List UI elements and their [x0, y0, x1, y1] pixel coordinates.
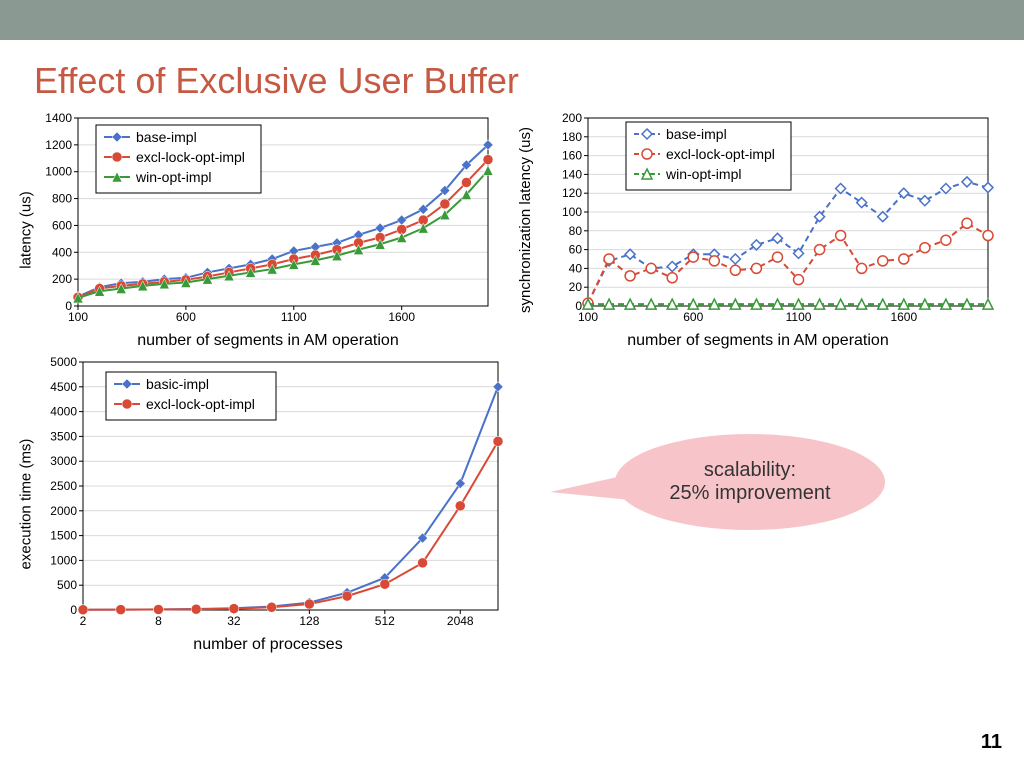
svg-text:600: 600: [176, 310, 196, 324]
chart2-xlabel: number of segments in AM operation: [518, 332, 998, 350]
svg-text:1000: 1000: [45, 165, 72, 179]
chart1-xlabel: number of segments in AM operation: [28, 332, 508, 350]
svg-text:20: 20: [569, 280, 583, 294]
svg-text:1600: 1600: [388, 310, 415, 324]
chart-latency: latency (us) 020040060080010001200140010…: [28, 110, 508, 350]
svg-text:40: 40: [569, 261, 583, 275]
svg-text:5000: 5000: [50, 355, 77, 369]
svg-text:100: 100: [562, 205, 582, 219]
svg-text:excl-lock-opt-impl: excl-lock-opt-impl: [136, 149, 245, 165]
svg-text:base-impl: base-impl: [136, 129, 197, 145]
svg-text:base-impl: base-impl: [666, 126, 727, 142]
callout-line2: 25% improvement: [669, 482, 830, 505]
svg-text:4000: 4000: [50, 405, 77, 419]
svg-text:1100: 1100: [281, 310, 307, 324]
svg-text:100: 100: [68, 310, 88, 324]
svg-text:180: 180: [562, 130, 582, 144]
svg-text:8: 8: [155, 614, 162, 628]
svg-text:1500: 1500: [50, 529, 77, 543]
svg-text:120: 120: [562, 186, 582, 200]
svg-text:excl-lock-opt-impl: excl-lock-opt-impl: [666, 146, 775, 162]
svg-text:600: 600: [52, 218, 72, 232]
chart2-ylabel: synchronization latency (us): [518, 127, 535, 313]
svg-text:1100: 1100: [786, 310, 812, 324]
svg-text:400: 400: [52, 245, 72, 259]
chart1-ylabel: latency (us): [18, 191, 35, 269]
svg-text:128: 128: [299, 614, 319, 628]
svg-text:200: 200: [562, 111, 582, 125]
chart3-ylabel: execution time (ms): [18, 439, 35, 570]
svg-text:200: 200: [52, 272, 72, 286]
svg-text:2048: 2048: [447, 614, 474, 628]
scalability-callout: scalability: 25% improvement: [610, 432, 890, 532]
svg-text:0: 0: [70, 603, 77, 617]
svg-text:100: 100: [578, 310, 598, 324]
svg-text:win-opt-impl: win-opt-impl: [665, 166, 741, 182]
svg-text:160: 160: [562, 149, 582, 163]
svg-text:3000: 3000: [50, 454, 77, 468]
svg-text:basic-impl: basic-impl: [146, 376, 209, 392]
svg-text:60: 60: [569, 243, 583, 257]
slide-title: Effect of Exclusive User Buffer: [34, 60, 996, 102]
slide-topbar: [0, 0, 1024, 40]
svg-text:1200: 1200: [45, 138, 72, 152]
page-number: 11: [981, 731, 1002, 754]
chart-sync-latency: synchronization latency (us) 02040608010…: [518, 110, 998, 350]
svg-text:512: 512: [375, 614, 395, 628]
svg-text:32: 32: [227, 614, 241, 628]
svg-text:win-opt-impl: win-opt-impl: [135, 169, 211, 185]
svg-text:4500: 4500: [50, 380, 77, 394]
svg-text:600: 600: [683, 310, 703, 324]
svg-text:80: 80: [569, 224, 583, 238]
svg-text:1400: 1400: [45, 111, 72, 125]
svg-text:140: 140: [562, 167, 582, 181]
chart-exec-time: execution time (ms) 05001000150020002500…: [28, 354, 508, 654]
svg-text:500: 500: [57, 578, 77, 592]
svg-text:1000: 1000: [50, 553, 77, 567]
svg-text:3500: 3500: [50, 429, 77, 443]
chart3-xlabel: number of processes: [28, 636, 508, 654]
svg-text:excl-lock-opt-impl: excl-lock-opt-impl: [146, 396, 255, 412]
svg-text:2000: 2000: [50, 504, 77, 518]
svg-text:2: 2: [80, 614, 87, 628]
svg-text:1600: 1600: [890, 310, 917, 324]
svg-text:800: 800: [52, 192, 72, 206]
svg-text:2500: 2500: [50, 479, 77, 493]
callout-line1: scalability:: [704, 459, 796, 482]
